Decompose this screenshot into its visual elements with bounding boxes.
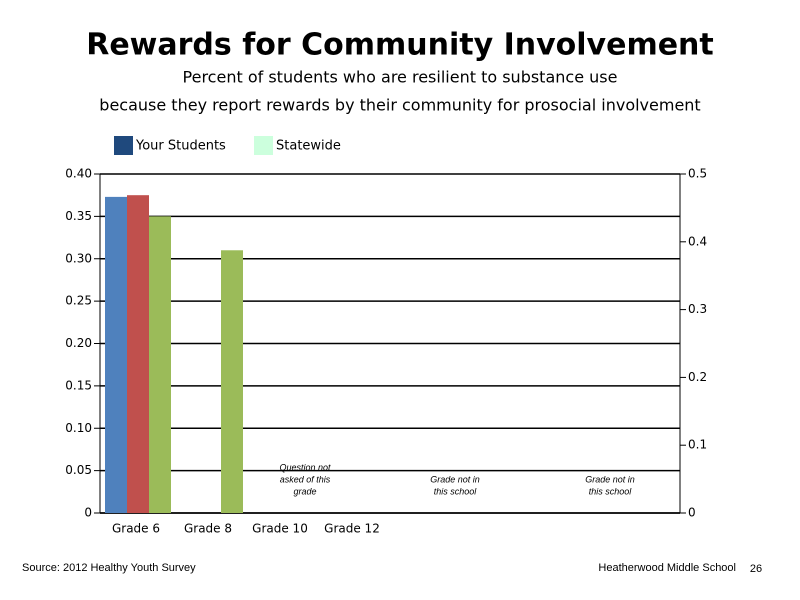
annotation: Grade not in bbox=[585, 474, 635, 484]
y-tick-label: 0.35 bbox=[65, 209, 92, 223]
x-tick-label: Grade 6 bbox=[112, 522, 160, 536]
y-tick-label: 0.25 bbox=[65, 294, 92, 308]
x-tick-label: Grade 10 bbox=[252, 522, 308, 536]
legend-swatch bbox=[114, 136, 133, 155]
y-tick-label: 0.30 bbox=[65, 251, 92, 265]
annotation: Grade not in bbox=[430, 474, 480, 484]
x-tick-label: Grade 8 bbox=[184, 522, 232, 536]
y-tick-label: 0.10 bbox=[65, 421, 92, 435]
y-tick-label: 0.05 bbox=[65, 463, 92, 477]
annotation: this school bbox=[589, 486, 633, 496]
bar bbox=[149, 216, 171, 513]
annotation: this school bbox=[434, 486, 478, 496]
subtitle: Percent of students who are resilient to… bbox=[183, 68, 618, 87]
legend-swatch bbox=[254, 136, 273, 155]
annotation: asked of this bbox=[280, 474, 331, 484]
y-tick-label: 0.20 bbox=[65, 336, 92, 350]
y-tick-label: 0.40 bbox=[65, 167, 92, 181]
page-number: 26 bbox=[750, 563, 762, 575]
source: Source: 2012 Healthy Youth Survey bbox=[22, 562, 196, 574]
y-tick-label: 0 bbox=[84, 506, 92, 520]
legend-label: Your Students bbox=[135, 139, 226, 154]
y2-tick-label: 0.2 bbox=[688, 370, 707, 384]
bar bbox=[105, 196, 127, 513]
y2-tick-label: 0.1 bbox=[688, 438, 707, 452]
legend-label: Statewide bbox=[276, 139, 341, 154]
school: Heatherwood Middle School bbox=[598, 562, 736, 574]
y2-tick-label: 0 bbox=[688, 506, 696, 520]
y2-tick-label: 0.4 bbox=[688, 234, 707, 248]
subtitle: because they report rewards by their com… bbox=[99, 96, 700, 115]
bar bbox=[221, 250, 243, 513]
chart-title: Rewards for Community Involvement bbox=[86, 28, 714, 63]
annotation: grade bbox=[293, 486, 316, 496]
y2-tick-label: 0.5 bbox=[688, 167, 707, 181]
y2-tick-label: 0.3 bbox=[688, 302, 707, 316]
annotation: Question not bbox=[279, 462, 331, 472]
bar bbox=[127, 195, 149, 513]
x-tick-label: Grade 12 bbox=[324, 522, 380, 536]
y-tick-label: 0.15 bbox=[65, 378, 92, 392]
